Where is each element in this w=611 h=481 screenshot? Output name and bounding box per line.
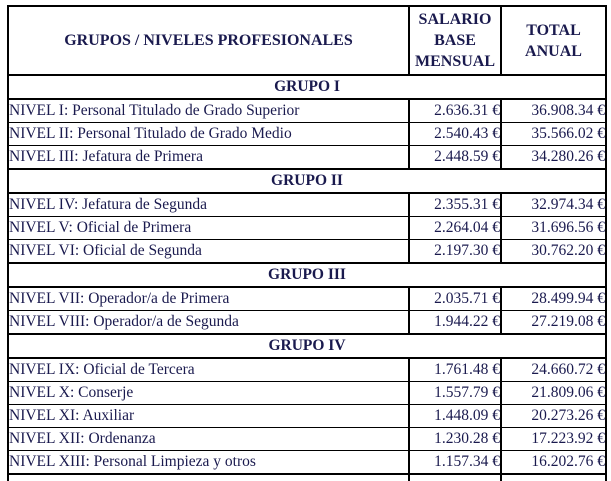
annual-total-cell: 36.908.34 €: [500, 98, 607, 123]
table-row: NIVEL II: Personal Titulado de Grado Med…: [7, 122, 607, 146]
annual-total-cell: 24.660.72 €: [500, 357, 607, 382]
table-row: NIVEL VIII: Operador/a de Segunda 1.944.…: [7, 310, 607, 335]
level-cell: NIVEL VI: Oficial de Segunda: [7, 239, 410, 264]
monthly-salary-cell: 2.636.31 €: [408, 98, 502, 123]
annual-total-cell: 32.974.34 €: [500, 192, 607, 217]
level-cell: NIVEL XIII: Personal Limpieza y otros: [7, 450, 410, 475]
group-header-row: GRUPO I: [7, 74, 607, 100]
monthly-salary-cell: 1.157.34 €: [408, 450, 502, 475]
level-cell: NIVEL III: Jefatura de Primera: [7, 145, 410, 170]
cropped-cell: [408, 473, 502, 481]
group-header-row: GRUPO III: [7, 262, 607, 288]
table-row: NIVEL IX: Oficial de Tercera 1.761.48 € …: [7, 357, 607, 382]
level-cell: NIVEL VII: Operador/a de Primera: [7, 286, 410, 311]
level-cell: NIVEL IX: Oficial de Tercera: [7, 357, 410, 382]
table-row: NIVEL XIII: Personal Limpieza y otros 1.…: [7, 450, 607, 475]
group-label: GRUPO III: [7, 262, 607, 288]
annual-total-cell: 17.223.92 €: [500, 427, 607, 451]
table-row: NIVEL X: Conserje 1.557.79 € 21.809.06 €: [7, 381, 607, 405]
table-row: NIVEL VII: Operador/a de Primera 2.035.7…: [7, 286, 607, 311]
salary-table: GRUPOS / NIVELES PROFESIONALES SALARIO B…: [7, 5, 607, 481]
level-cell: NIVEL I: Personal Titulado de Grado Supe…: [7, 98, 410, 123]
level-cell: NIVEL XI: Auxiliar: [7, 404, 410, 428]
monthly-salary-cell: 1.230.28 €: [408, 427, 502, 451]
table-row: NIVEL III: Jefatura de Primera 2.448.59 …: [7, 145, 607, 170]
monthly-salary-cell: 2.540.43 €: [408, 122, 502, 146]
header-line-anual: ANUAL: [525, 42, 582, 60]
annual-total-cell: 28.499.94 €: [500, 286, 607, 311]
header-line-salario: SALARIO: [418, 11, 492, 28]
column-header-groups-levels: GRUPOS / NIVELES PROFESIONALES: [7, 5, 410, 76]
header-line-base: BASE: [434, 32, 476, 49]
monthly-salary-cell: 2.035.71 €: [408, 286, 502, 311]
monthly-salary-cell: 2.264.04 €: [408, 216, 502, 240]
annual-total-cell: 20.273.26 €: [500, 404, 607, 428]
monthly-salary-cell: 1.761.48 €: [408, 357, 502, 382]
table-row: NIVEL I: Personal Titulado de Grado Supe…: [7, 98, 607, 123]
table-row: NIVEL IV: Jefatura de Segunda 2.355.31 €…: [7, 192, 607, 217]
annual-total-cell: 35.566.02 €: [500, 122, 607, 146]
group-header-row: GRUPO IV: [7, 333, 607, 359]
annual-total-cell: 21.809.06 €: [500, 381, 607, 405]
level-cell: NIVEL II: Personal Titulado de Grado Med…: [7, 122, 410, 146]
cropped-cell: [500, 473, 607, 481]
cropped-cell: [7, 473, 410, 481]
group-label: GRUPO II: [7, 168, 607, 194]
monthly-salary-cell: 2.448.59 €: [408, 145, 502, 170]
annual-total-cell: 27.219.08 €: [500, 310, 607, 335]
level-cell: NIVEL V: Oficial de Primera: [7, 216, 410, 240]
column-header-monthly-base-salary: SALARIO BASE MENSUAL: [408, 5, 502, 76]
table-row: NIVEL VI: Oficial de Segunda 2.197.30 € …: [7, 239, 607, 264]
monthly-salary-cell: 2.355.31 €: [408, 192, 502, 217]
header-line-mensual: MENSUAL: [414, 53, 495, 70]
table-row: NIVEL XI: Auxiliar 1.448.09 € 20.273.26 …: [7, 404, 607, 428]
table-row: NIVEL XII: Ordenanza 1.230.28 € 17.223.9…: [7, 427, 607, 451]
monthly-salary-cell: 2.197.30 €: [408, 239, 502, 264]
table-row: NIVEL V: Oficial de Primera 2.264.04 € 3…: [7, 216, 607, 240]
level-cell: NIVEL X: Conserje: [7, 381, 410, 405]
annual-total-cell: 31.696.56 €: [500, 216, 607, 240]
monthly-salary-cell: 1.944.22 €: [408, 310, 502, 335]
monthly-salary-cell: 1.557.79 €: [408, 381, 502, 405]
level-cell: NIVEL VIII: Operador/a de Segunda: [7, 310, 410, 335]
table-header-row: GRUPOS / NIVELES PROFESIONALES SALARIO B…: [7, 5, 607, 76]
group-label: GRUPO IV: [7, 333, 607, 359]
level-cell: NIVEL XII: Ordenanza: [7, 427, 410, 451]
header-line-total: TOTAL: [526, 21, 581, 39]
annual-total-cell: 34.280.26 €: [500, 145, 607, 170]
table-body: GRUPO I NIVEL I: Personal Titulado de Gr…: [7, 74, 607, 475]
group-label: GRUPO I: [7, 74, 607, 100]
cropped-next-row: [7, 473, 607, 481]
annual-total-cell: 16.202.76 €: [500, 450, 607, 475]
level-cell: NIVEL IV: Jefatura de Segunda: [7, 192, 410, 217]
monthly-salary-cell: 1.448.09 €: [408, 404, 502, 428]
annual-total-cell: 30.762.20 €: [500, 239, 607, 264]
column-header-annual-total: TOTAL ANUAL: [500, 5, 607, 76]
group-header-row: GRUPO II: [7, 168, 607, 194]
